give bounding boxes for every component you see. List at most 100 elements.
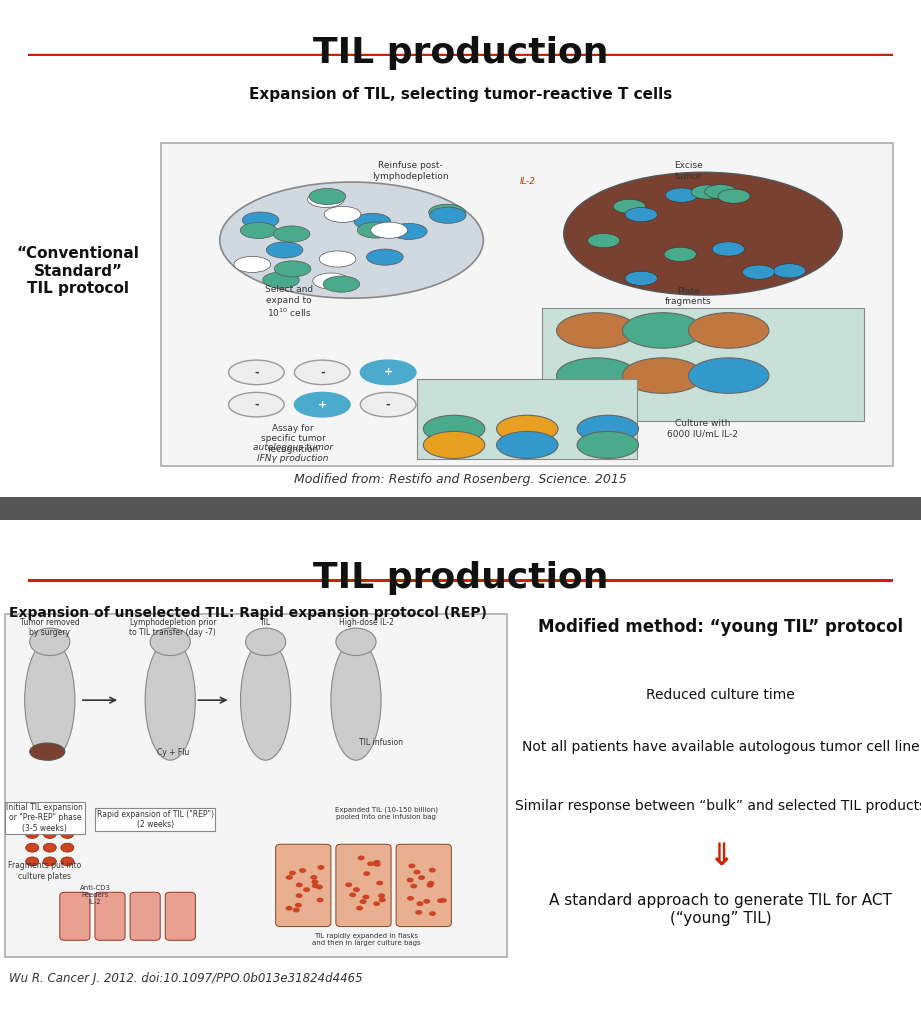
Text: Not all patients have available autologous tumor cell line: Not all patients have available autologo… bbox=[522, 740, 919, 754]
Circle shape bbox=[26, 857, 39, 866]
Text: Tumor removed
by surgery: Tumor removed by surgery bbox=[20, 617, 79, 637]
Circle shape bbox=[220, 182, 484, 298]
Circle shape bbox=[623, 357, 703, 393]
Circle shape bbox=[424, 431, 484, 459]
Circle shape bbox=[691, 185, 723, 199]
Circle shape bbox=[295, 360, 350, 385]
Circle shape bbox=[311, 880, 319, 885]
Circle shape bbox=[43, 857, 56, 866]
Text: -: - bbox=[254, 368, 259, 378]
Circle shape bbox=[406, 878, 414, 883]
FancyBboxPatch shape bbox=[275, 844, 331, 927]
Text: Culture with
6000 IU/mL IL-2: Culture with 6000 IU/mL IL-2 bbox=[668, 419, 739, 438]
Circle shape bbox=[362, 895, 369, 899]
Circle shape bbox=[424, 416, 484, 442]
Text: Plate
fragments: Plate fragments bbox=[665, 287, 712, 306]
Text: Anti-CD3
Feeders
IL-2: Anti-CD3 Feeders IL-2 bbox=[79, 886, 111, 905]
Text: Modified from: Restifo and Rosenberg. Science. 2015: Modified from: Restifo and Rosenberg. Sc… bbox=[294, 473, 627, 486]
Circle shape bbox=[318, 865, 324, 869]
Text: High-dose IL-2: High-dose IL-2 bbox=[339, 617, 393, 627]
Text: TIL production: TIL production bbox=[313, 561, 608, 595]
Ellipse shape bbox=[25, 640, 75, 760]
Circle shape bbox=[418, 876, 426, 880]
Ellipse shape bbox=[29, 743, 64, 760]
FancyBboxPatch shape bbox=[396, 844, 451, 927]
Circle shape bbox=[313, 273, 349, 289]
Circle shape bbox=[150, 628, 191, 655]
Text: +: + bbox=[383, 368, 392, 378]
Circle shape bbox=[363, 871, 370, 876]
Circle shape bbox=[312, 884, 319, 888]
Circle shape bbox=[428, 204, 465, 220]
Circle shape bbox=[613, 200, 646, 213]
Circle shape bbox=[623, 312, 703, 348]
Circle shape bbox=[246, 628, 286, 655]
Circle shape bbox=[377, 881, 383, 886]
Circle shape bbox=[379, 897, 386, 902]
Circle shape bbox=[286, 876, 293, 880]
Circle shape bbox=[373, 860, 380, 864]
Circle shape bbox=[408, 863, 415, 868]
Circle shape bbox=[625, 271, 658, 286]
Text: TIL infusion: TIL infusion bbox=[359, 738, 403, 746]
Circle shape bbox=[354, 213, 391, 229]
Circle shape bbox=[360, 360, 416, 385]
Text: Expanded TIL (10-150 billion)
pooled into one infusion bag: Expanded TIL (10-150 billion) pooled int… bbox=[334, 807, 437, 820]
Circle shape bbox=[357, 222, 394, 239]
Ellipse shape bbox=[331, 640, 381, 760]
FancyBboxPatch shape bbox=[60, 892, 90, 940]
Circle shape bbox=[440, 898, 447, 903]
Circle shape bbox=[360, 392, 416, 417]
Circle shape bbox=[423, 899, 430, 904]
Circle shape bbox=[496, 416, 558, 442]
Circle shape bbox=[296, 883, 303, 888]
Circle shape bbox=[262, 272, 299, 288]
Circle shape bbox=[295, 392, 350, 417]
Circle shape bbox=[295, 903, 302, 907]
Text: +: + bbox=[318, 399, 327, 410]
Circle shape bbox=[317, 898, 323, 902]
Circle shape bbox=[664, 247, 696, 261]
Circle shape bbox=[367, 861, 374, 866]
Circle shape bbox=[588, 233, 620, 248]
Circle shape bbox=[26, 843, 39, 852]
Circle shape bbox=[228, 392, 285, 417]
Circle shape bbox=[367, 249, 403, 265]
Text: Select and
expand to
$10^{10}$ cells: Select and expand to $10^{10}$ cells bbox=[265, 286, 313, 319]
Text: Lymphodepletion prior
to TIL transfer (day -7): Lymphodepletion prior to TIL transfer (d… bbox=[129, 617, 216, 637]
Circle shape bbox=[228, 360, 285, 385]
Circle shape bbox=[349, 893, 356, 897]
Circle shape bbox=[310, 874, 318, 880]
Circle shape bbox=[61, 829, 74, 839]
Circle shape bbox=[336, 628, 376, 655]
Text: ⇓: ⇓ bbox=[708, 842, 733, 871]
Circle shape bbox=[345, 883, 352, 887]
Text: IL-2: IL-2 bbox=[519, 177, 535, 186]
Ellipse shape bbox=[146, 640, 195, 760]
Circle shape bbox=[391, 223, 427, 240]
Text: Assay for
specific tumor
recognition: Assay for specific tumor recognition bbox=[261, 424, 325, 454]
Circle shape bbox=[274, 226, 310, 242]
Circle shape bbox=[29, 628, 70, 655]
Circle shape bbox=[61, 843, 74, 852]
Circle shape bbox=[309, 188, 345, 205]
Text: Similar response between “bulk” and selected TIL products: Similar response between “bulk” and sele… bbox=[515, 799, 921, 813]
Circle shape bbox=[240, 222, 277, 239]
Circle shape bbox=[43, 829, 56, 839]
Circle shape bbox=[234, 256, 271, 272]
Circle shape bbox=[374, 862, 380, 866]
Circle shape bbox=[242, 212, 279, 228]
Circle shape bbox=[286, 906, 293, 910]
Text: Initial TIL expansion
or "Pre-REP" phase
(3-5 weeks): Initial TIL expansion or "Pre-REP" phase… bbox=[6, 803, 83, 833]
Circle shape bbox=[266, 242, 303, 258]
Circle shape bbox=[320, 251, 356, 267]
Circle shape bbox=[427, 881, 435, 886]
Circle shape bbox=[688, 357, 769, 393]
Circle shape bbox=[496, 431, 558, 459]
Text: TIL production: TIL production bbox=[313, 36, 608, 70]
Circle shape bbox=[774, 264, 806, 278]
Circle shape bbox=[359, 899, 367, 904]
Circle shape bbox=[299, 868, 306, 872]
Circle shape bbox=[416, 901, 424, 906]
Circle shape bbox=[742, 265, 775, 280]
